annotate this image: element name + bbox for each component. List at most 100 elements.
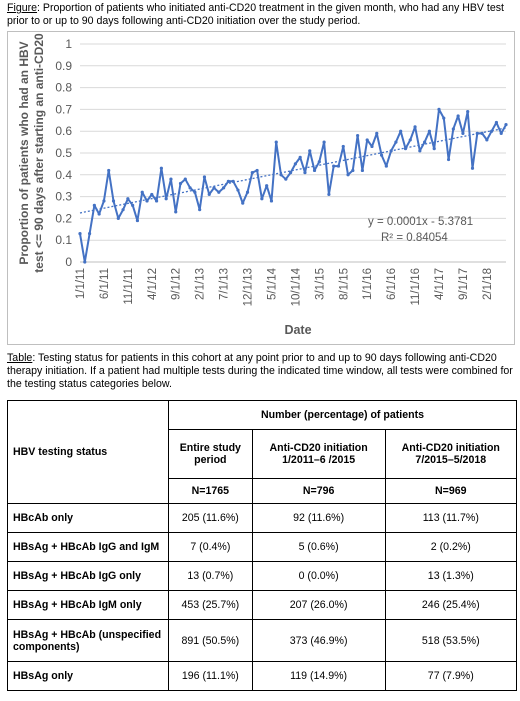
data-point bbox=[183, 177, 187, 181]
row-header-cell: HBV testing status bbox=[7, 400, 169, 504]
data-point bbox=[174, 210, 178, 214]
data-point bbox=[418, 149, 422, 153]
data-point bbox=[265, 184, 269, 188]
data-point bbox=[308, 149, 312, 153]
data-point bbox=[212, 186, 216, 190]
cell-value: 891 (50.5%) bbox=[168, 619, 253, 662]
data-point bbox=[446, 157, 451, 162]
x-axis-label: Date bbox=[284, 323, 311, 337]
data-point bbox=[169, 177, 173, 181]
x-tick-label: 11/1/11 bbox=[123, 268, 135, 305]
data-point bbox=[356, 133, 360, 138]
data-point bbox=[102, 199, 106, 203]
data-point bbox=[442, 116, 446, 120]
y-tick-label: 1 bbox=[65, 37, 72, 51]
cell-value: 205 (11.6%) bbox=[168, 503, 253, 533]
data-point bbox=[78, 232, 82, 236]
x-tick-label: 2/1/13 bbox=[195, 268, 207, 300]
data-point bbox=[87, 232, 92, 236]
cell-value: 453 (25.7%) bbox=[168, 590, 253, 620]
cell-value: 196 (11.1%) bbox=[168, 661, 253, 691]
row-label: HBsAg only bbox=[7, 661, 169, 691]
data-point bbox=[284, 177, 288, 181]
data-point bbox=[97, 212, 101, 216]
data-point bbox=[394, 140, 398, 144]
x-tick-label: 8/1/15 bbox=[338, 268, 350, 300]
table-caption-text: : Testing status for patients in this co… bbox=[7, 352, 513, 390]
figure-caption-text: : Proportion of patients who initiated a… bbox=[7, 2, 505, 27]
data-points bbox=[78, 107, 508, 264]
cell-value: 0 (0.0%) bbox=[251, 561, 386, 591]
data-point bbox=[427, 129, 432, 133]
data-point bbox=[317, 160, 321, 164]
data-point bbox=[408, 138, 412, 142]
data-point bbox=[154, 199, 159, 203]
y-tick-label: 0 bbox=[65, 255, 72, 269]
table-row: HBsAg only 196 (11.1%) 119 (14.9%) 77 (7… bbox=[7, 661, 518, 691]
data-point bbox=[370, 144, 374, 149]
data-point bbox=[298, 155, 302, 159]
n-late: N=969 bbox=[384, 478, 518, 504]
data-point bbox=[379, 153, 384, 157]
y-tick-label: 0.3 bbox=[55, 190, 72, 204]
trendline-equation: y = 0.0001x - 5.3781 bbox=[368, 216, 473, 228]
figure-caption: Figure: Proportion of patients who initi… bbox=[7, 2, 515, 28]
data-point bbox=[226, 179, 230, 183]
table-row: HBsAg + HBcAb (unspecified components) 8… bbox=[7, 619, 518, 662]
cell-value: 13 (0.7%) bbox=[168, 561, 253, 591]
x-tick-label: 4/1/12 bbox=[147, 268, 159, 300]
data-point bbox=[207, 192, 211, 197]
y-tick-labels: 0 0.1 0.2 0.3 0.4 0.5 0.6 0.7 0.8 0.9 1 bbox=[55, 37, 72, 269]
cell-value: 207 (26.0%) bbox=[251, 590, 386, 620]
row-label: HBsAg + HBcAb IgG only bbox=[7, 561, 169, 591]
x-tick-labels: 1/1/11 6/1/11 11/1/11 4/1/12 9/1/12 2/1/13 7/1… bbox=[75, 267, 494, 306]
data-point bbox=[159, 166, 163, 170]
data-point bbox=[384, 164, 388, 168]
cell-value: 373 (46.9%) bbox=[251, 619, 386, 662]
figure-caption-label: Figure bbox=[7, 2, 38, 14]
y-tick-label: 0.5 bbox=[55, 146, 72, 160]
data-point bbox=[303, 171, 307, 175]
data-point bbox=[360, 168, 365, 173]
data-point bbox=[389, 149, 393, 153]
x-tick-label: 3/1/15 bbox=[314, 268, 326, 300]
data-point bbox=[341, 144, 345, 149]
data-point bbox=[236, 188, 240, 192]
data-point bbox=[375, 131, 379, 135]
data-point bbox=[164, 197, 168, 201]
table-row: HBsAg + HBcAb IgG only 13 (0.7%) 0 (0.0%… bbox=[7, 561, 518, 591]
trendline bbox=[79, 127, 507, 214]
data-point bbox=[346, 173, 350, 177]
y-tick-label: 0.2 bbox=[55, 211, 72, 225]
data-point bbox=[250, 171, 254, 175]
table-row: HBsAg + HBcAb IgG and IgM 7 (0.4%) 5 (0.… bbox=[7, 532, 518, 562]
data-point bbox=[245, 190, 250, 194]
table-column-row: Entire study period Anti-CD20 initiation… bbox=[8, 429, 518, 479]
table-header-row: HBV testing status Number (percentage) o… bbox=[7, 400, 517, 504]
n-entire: N=1765 bbox=[168, 478, 253, 504]
data-point bbox=[126, 197, 130, 201]
column-header-early: Anti-CD20 initiation 1/2011–6 /2015 bbox=[251, 429, 386, 479]
data-point bbox=[92, 203, 96, 207]
cell-value: 92 (11.6%) bbox=[251, 503, 386, 533]
x-tick-label: 11/1/16 bbox=[410, 268, 422, 306]
data-point bbox=[437, 107, 441, 111]
table-caption: Table: Testing status for patients in th… bbox=[7, 352, 515, 391]
testing-status-table: HBV testing status Number (percentage) o… bbox=[7, 400, 518, 691]
data-point bbox=[327, 192, 331, 197]
cell-value: 7 (0.4%) bbox=[168, 532, 253, 562]
row-label: HBcAb only bbox=[7, 503, 169, 533]
x-tick-label: 12/1/13 bbox=[243, 268, 255, 306]
data-point bbox=[241, 201, 245, 205]
data-point bbox=[451, 127, 455, 131]
table-row: HBcAb only 205 (11.6%) 92 (11.6%) 113 (1… bbox=[7, 503, 518, 533]
data-point bbox=[279, 173, 283, 177]
cell-value: 113 (11.7%) bbox=[384, 503, 518, 533]
x-tick-label: 10/1/14 bbox=[290, 267, 302, 306]
cell-value: 77 (7.9%) bbox=[384, 661, 518, 691]
data-point bbox=[332, 164, 336, 168]
column-header-entire: Entire study period bbox=[168, 429, 253, 479]
data-point bbox=[312, 168, 317, 173]
row-label: HBsAg + HBcAb (unspecified components) bbox=[7, 619, 169, 662]
data-point bbox=[480, 131, 484, 135]
